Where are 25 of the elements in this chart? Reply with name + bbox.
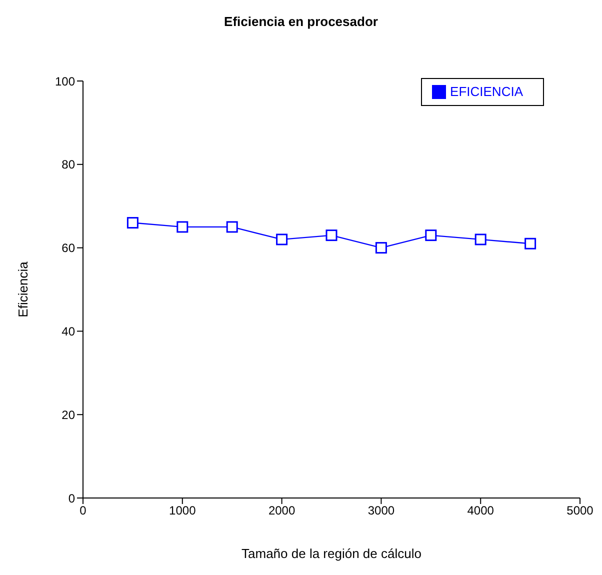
x-tick-label: 5000: [566, 504, 594, 518]
point: [474, 234, 486, 246]
y-axis-title: Eficiencia: [16, 260, 31, 318]
legend-label: EFICIENCIA: [450, 84, 523, 99]
chart-title: Eficiencia en procesador: [223, 13, 379, 31]
point: [176, 221, 188, 233]
point: [425, 230, 437, 242]
point: [524, 238, 536, 250]
point: [126, 217, 138, 229]
x-tick-label: 3000: [368, 504, 395, 518]
y-tick-label: 20: [62, 408, 76, 422]
point: [375, 242, 387, 254]
x-tick-label: 2000: [268, 504, 296, 518]
point: [326, 230, 338, 242]
y-tick-label: 100: [54, 74, 76, 88]
y-tick-label: 60: [62, 241, 76, 256]
x-tick-label: 1000: [169, 504, 196, 518]
y-tick-label: 40: [62, 324, 76, 338]
y-tick-label: 80: [62, 158, 76, 172]
x-tick-label: 0: [80, 504, 87, 518]
point: [226, 221, 238, 233]
point: [276, 234, 288, 246]
y-tick-label: 0: [68, 491, 76, 506]
x-tick-label: 4000: [467, 504, 494, 518]
x-axis-title: Tamaño de la región de cálculo: [242, 546, 422, 561]
